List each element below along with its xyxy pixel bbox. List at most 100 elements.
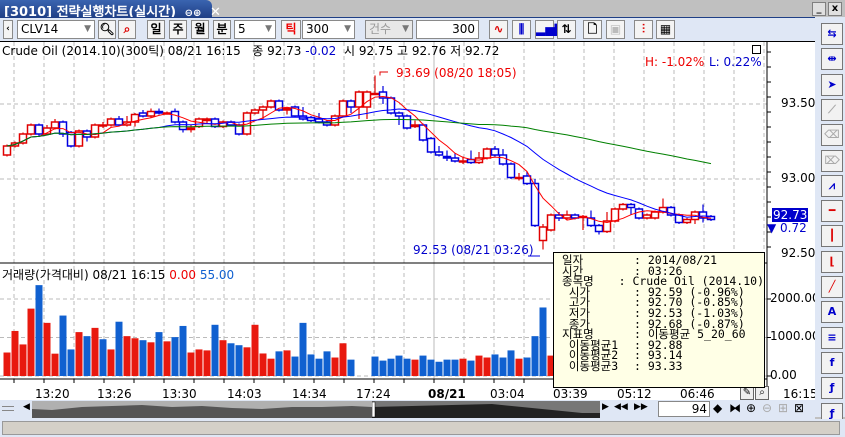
- search-red-icon: ⌕: [123, 22, 131, 36]
- candle-body: [130, 113, 140, 123]
- chart-area[interactable]: Crude Oil (2014.10)(300틱) 08/21 16:15 종 …: [0, 41, 820, 401]
- trend-button[interactable]: ⌊: [821, 250, 843, 273]
- tick-button[interactable]: 틱: [281, 20, 301, 39]
- status-bar: [0, 419, 845, 437]
- scroll-start-button[interactable]: ◀◀: [614, 402, 628, 412]
- volume-bar: [347, 359, 355, 376]
- close-label: 종: [252, 44, 264, 58]
- zoom-out-arrows[interactable]: ◆: [713, 401, 723, 415]
- close-button[interactable]: x: [828, 2, 842, 16]
- candle-body: [546, 214, 556, 231]
- scroll-end-button[interactable]: ▶▶: [634, 402, 648, 412]
- plus-circle-icon[interactable]: ⊕: [746, 401, 757, 415]
- candle-body: [362, 91, 372, 108]
- candle-icon: ⫶: [641, 22, 645, 36]
- volume-bar: [267, 358, 275, 376]
- fibo-button[interactable]: A: [821, 301, 843, 324]
- right-toolbar: ⇆ ⇹ ➤ ⟋ ⌫ ⌦ ⩘ ━ ┃ ⌊ ╱ A ≡ f ƒ ƒ: [815, 17, 845, 425]
- screen-button[interactable]: ▣: [606, 20, 625, 39]
- candle-settings-button[interactable]: ⫶: [634, 20, 653, 39]
- search-button[interactable]: 🔍︎: [98, 20, 116, 39]
- volume-bar: [443, 359, 451, 376]
- window-tab[interactable]: [3010] 전략실행차트(실시간) ⊖⊕ ✕: [0, 0, 221, 20]
- pointer-button[interactable]: ➤: [821, 73, 843, 96]
- candle-body: [242, 112, 252, 135]
- candle-body: [650, 211, 660, 219]
- volume-bar: [155, 332, 163, 376]
- candle-body: [354, 91, 364, 108]
- candle-body: [282, 107, 292, 111]
- lines-button[interactable]: ≡: [821, 326, 843, 349]
- refresh-button[interactable]: ⇆: [821, 23, 843, 45]
- time-label: 14:34: [292, 387, 327, 401]
- scroll-bar[interactable]: ◀ ▶ ◀◀ ▶▶ 94 ◆ ⧓ ⊕ ⊖ ⊞ ⊠: [0, 400, 815, 419]
- tooltip-row: 일자: 2014/08/21: [562, 254, 764, 266]
- overview-selection[interactable]: [372, 401, 600, 418]
- indicator-button[interactable]: ⩘: [821, 174, 843, 197]
- reset-icon[interactable]: ⊠: [794, 401, 805, 415]
- volume-bar: [131, 338, 139, 376]
- symbol-find-button[interactable]: ⌕: [118, 20, 136, 39]
- minus-circle-icon[interactable]: ⊖: [762, 401, 773, 415]
- period-week-button[interactable]: 주: [169, 20, 187, 39]
- volume-bar: [75, 332, 83, 376]
- tick-select[interactable]: 300 ▼: [302, 20, 355, 39]
- minute-select[interactable]: 5 ▼: [234, 20, 276, 39]
- collapse-left-button[interactable]: ‹: [3, 20, 13, 39]
- candle-body: [170, 110, 180, 123]
- drag-handle[interactable]: [2, 406, 14, 411]
- visible-count-input[interactable]: 94: [658, 401, 710, 417]
- vertical-line-button[interactable]: ┃: [821, 225, 843, 248]
- bar-chart-up-button[interactable]: ▂▅▇: [535, 20, 564, 39]
- high-annotation: 93.69 (08/20 18:05): [396, 66, 517, 80]
- zoom-in-arrows[interactable]: ⧓: [729, 401, 741, 415]
- horizontal-line-button[interactable]: ━: [821, 200, 843, 223]
- tooltip-label: 이동평균1: [562, 337, 619, 352]
- diagonal-line-button[interactable]: ╱: [821, 276, 843, 298]
- up-down-button[interactable]: ⇅: [557, 20, 576, 39]
- period-minute-button[interactable]: 분: [213, 20, 231, 39]
- count-select[interactable]: 건수 ▼: [365, 20, 413, 39]
- erase-button[interactable]: ⌫: [821, 124, 843, 147]
- volume-bar: [523, 357, 531, 376]
- maximize-pane-button[interactable]: [752, 45, 761, 54]
- chart-svg: [0, 42, 771, 401]
- fibo-fan-button[interactable]: f: [821, 351, 843, 374]
- scroll-left-button[interactable]: ◀: [23, 402, 30, 412]
- tooltip-row: 종목명: Crude Oil (2014.10): [562, 276, 764, 287]
- candle-body: [138, 112, 148, 117]
- candle-body: [610, 208, 620, 222]
- zoom-button[interactable]: ⌕: [755, 386, 769, 400]
- draw-tool-button[interactable]: ✎: [740, 386, 754, 400]
- document-button[interactable]: 🗋: [583, 20, 602, 39]
- candle-body: [642, 214, 652, 219]
- bar-chart-button[interactable]: ⫼: [512, 20, 531, 39]
- line-chart-button[interactable]: ∿: [489, 20, 508, 39]
- tooltip-row: 고가: 92.70 (-0.85%): [562, 297, 764, 308]
- volume-bar: [211, 324, 219, 376]
- volume-bar: [459, 358, 467, 376]
- candle-body: [682, 218, 692, 224]
- candle-body: [98, 124, 108, 127]
- grid-button[interactable]: ▦: [656, 20, 675, 39]
- fibo-arc-button[interactable]: ƒ: [821, 377, 843, 400]
- symbol-select[interactable]: CLV14 ▼: [17, 20, 95, 39]
- time-label: 17:24: [356, 387, 391, 401]
- minimize-button[interactable]: _: [812, 2, 826, 16]
- link-icon[interactable]: ⊖⊕: [184, 8, 202, 19]
- erase-all-button[interactable]: ⌦: [821, 149, 843, 172]
- scroll-right-button[interactable]: ▶: [602, 402, 609, 412]
- grid-icon: ▦: [659, 22, 672, 36]
- diagonal-line-icon: ╱: [828, 280, 836, 293]
- volume-bar: [331, 357, 339, 376]
- split-button[interactable]: ⟋: [821, 98, 843, 121]
- period-month-button[interactable]: 월: [191, 20, 209, 39]
- tooltip-label: 고가: [562, 295, 591, 310]
- overview-strip[interactable]: [32, 401, 372, 418]
- period-day-button[interactable]: 일: [147, 20, 165, 39]
- grid-toggle-icon[interactable]: ⊞: [778, 401, 789, 415]
- close-icon[interactable]: ✕: [209, 5, 221, 20]
- current-price: 92.73: [772, 208, 809, 222]
- count-input[interactable]: 300: [416, 20, 479, 39]
- compare-button[interactable]: ⇹: [821, 48, 843, 71]
